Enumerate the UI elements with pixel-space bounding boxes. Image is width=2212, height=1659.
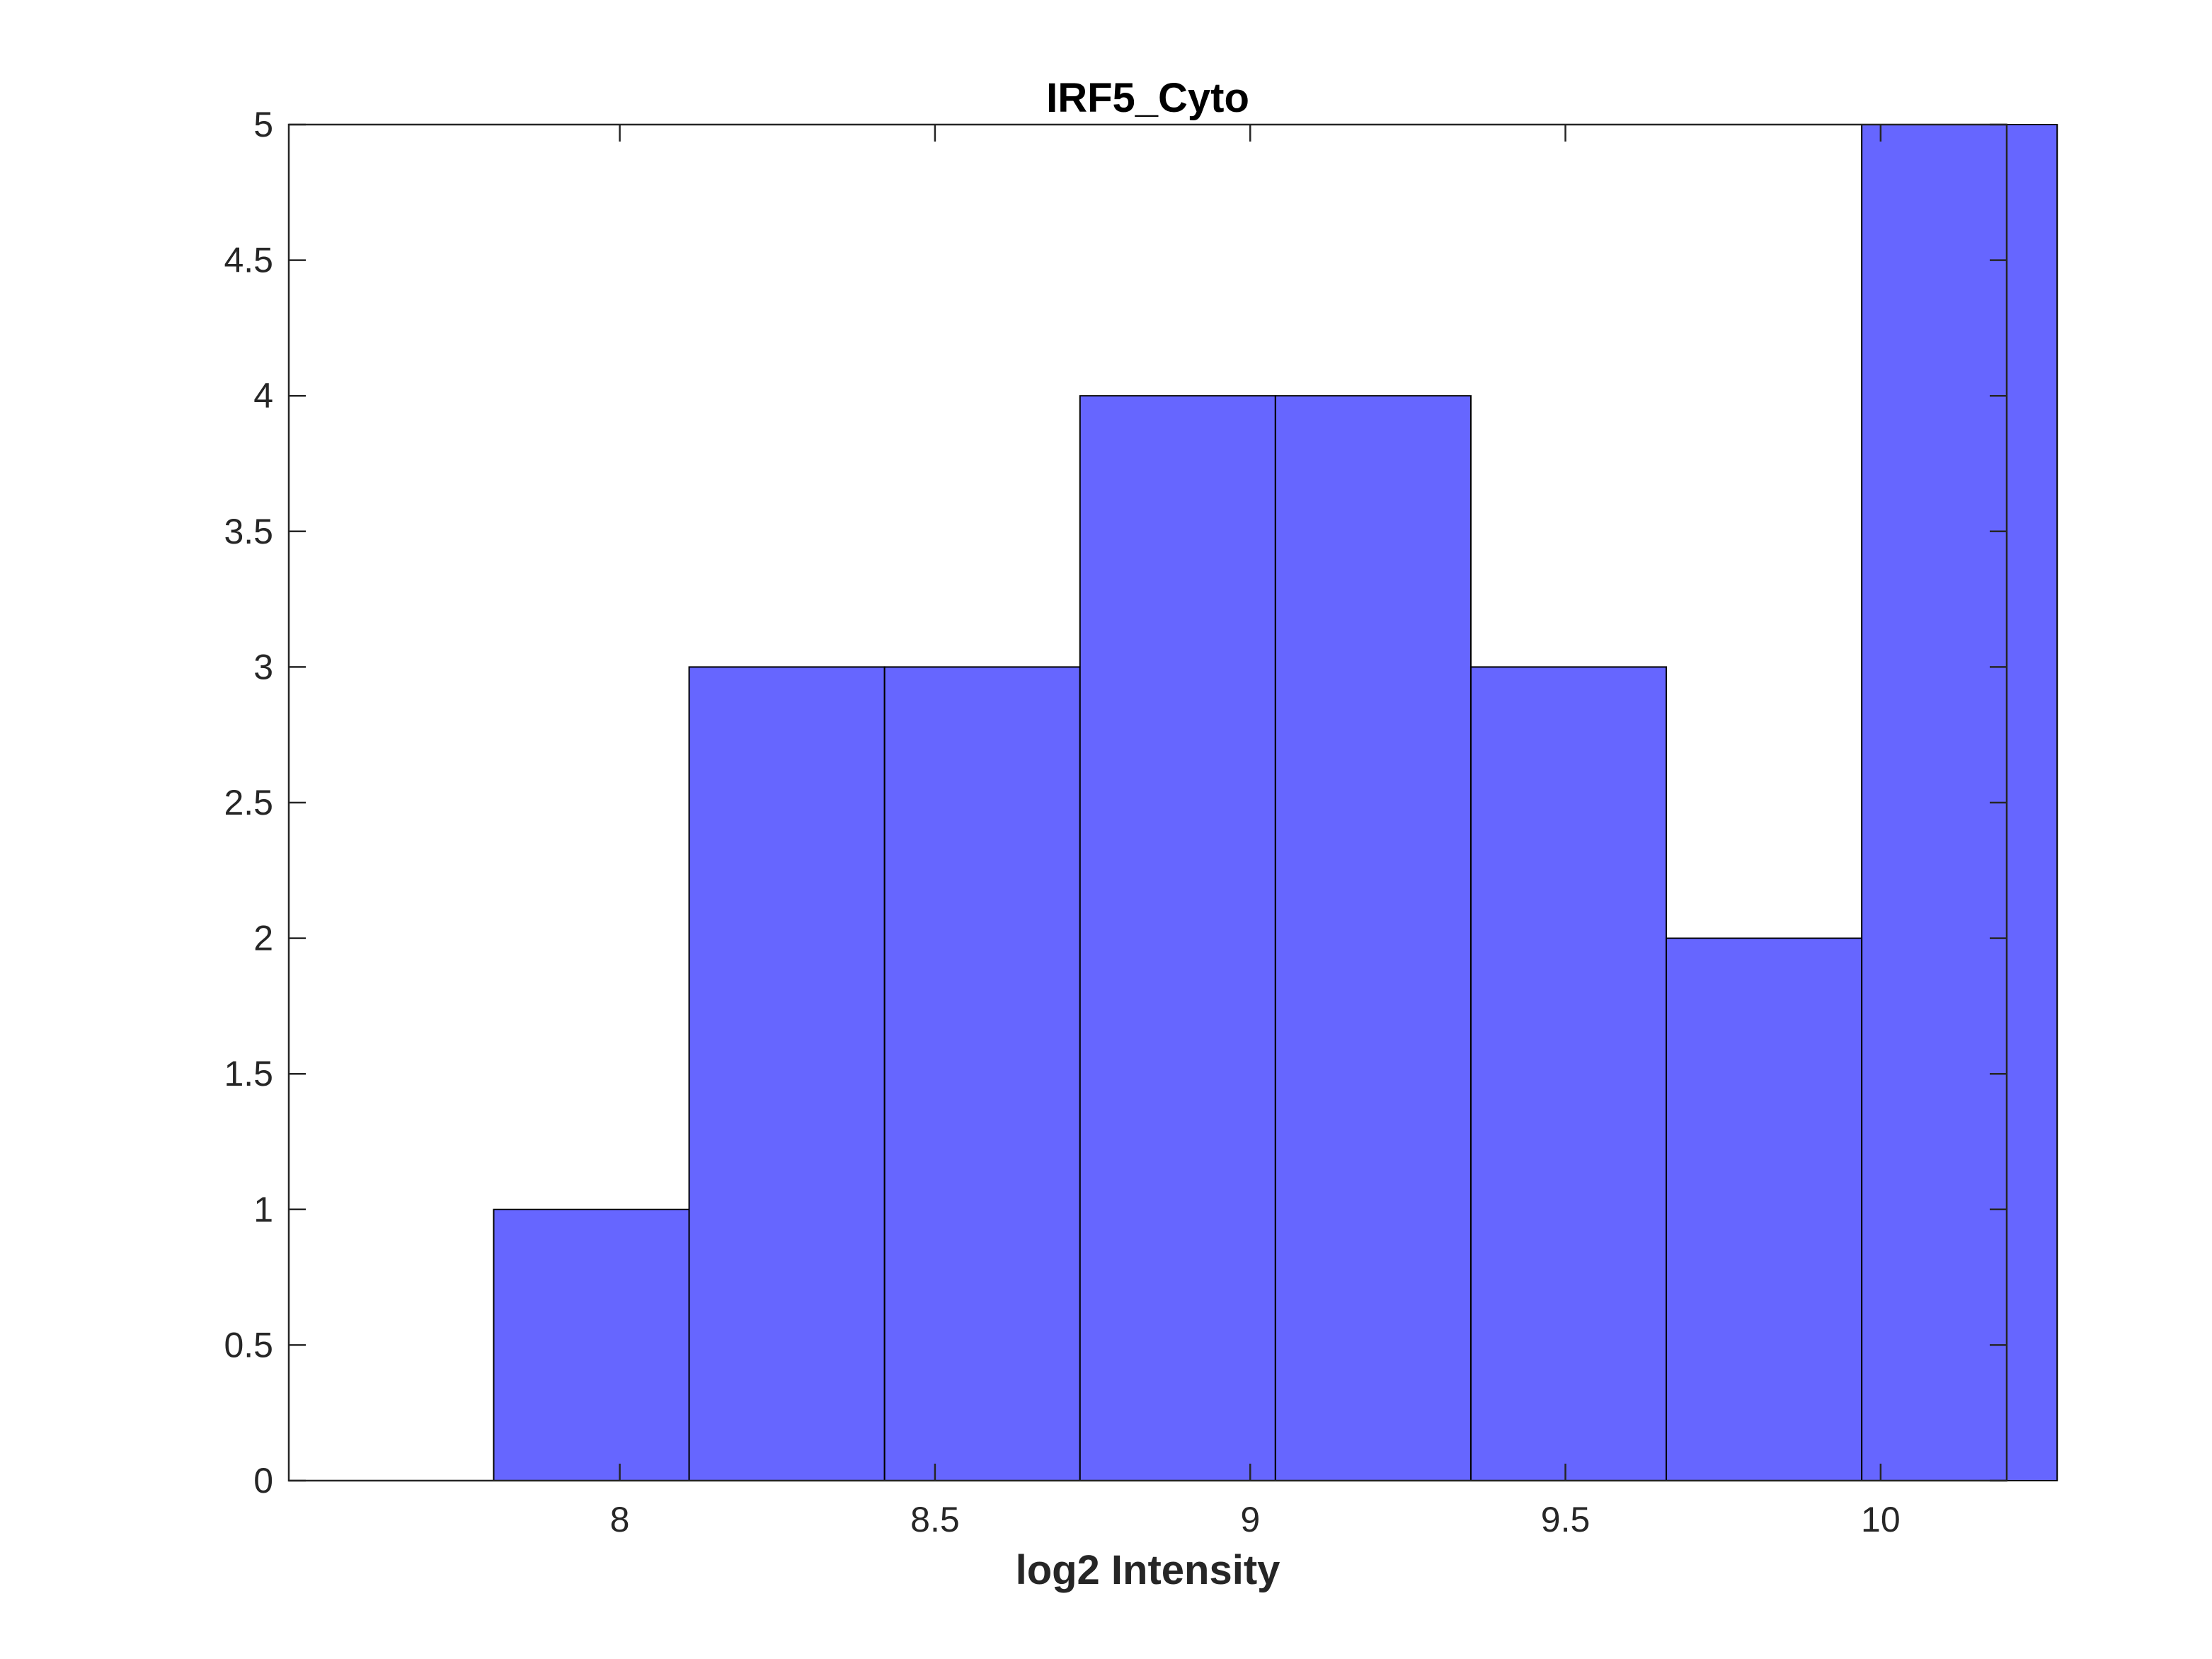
x-tick-label: 9 [1240, 1500, 1260, 1539]
x-tick-label: 10 [1861, 1500, 1901, 1539]
histogram-bar [1666, 937, 1863, 1481]
histogram-bar [688, 666, 886, 1481]
y-tick-label: 1.5 [224, 1054, 273, 1093]
x-tick-label: 9.5 [1541, 1500, 1591, 1539]
y-tick-label: 4.5 [224, 241, 273, 280]
histogram-bar [1079, 395, 1276, 1482]
histogram-bar [883, 666, 1081, 1481]
y-tick-label: 0.5 [224, 1325, 273, 1365]
histogram-bar [1861, 124, 2058, 1481]
y-tick-label: 4 [253, 376, 273, 415]
x-axis-title: log2 Intensity [1016, 1547, 1280, 1593]
x-tick-label: 8.5 [910, 1500, 960, 1539]
bars-layer [493, 124, 2058, 1482]
ticks-layer [289, 123, 2007, 1482]
x-tick-label: 8 [610, 1500, 630, 1539]
y-tick-label: 1 [253, 1190, 273, 1229]
y-tick-label: 0 [253, 1461, 273, 1500]
y-tick-label: 2.5 [224, 783, 273, 822]
tick-labels-layer: 8 8.5 9 9.5 10 0 0.5 1 1.5 2 2.5 3 3.5 4 4.5 5 [224, 105, 1900, 1539]
y-tick-label: 3.5 [224, 512, 273, 551]
histogram-bar [1274, 395, 1472, 1482]
y-tick-label: 2 [253, 919, 273, 958]
y-tick-label: 5 [253, 105, 273, 144]
histogram-bar [493, 1208, 690, 1482]
histogram-bar [1469, 666, 1668, 1481]
y-tick-label: 3 [253, 647, 273, 687]
chart-title: IRF5_Cyto [1046, 75, 1249, 121]
